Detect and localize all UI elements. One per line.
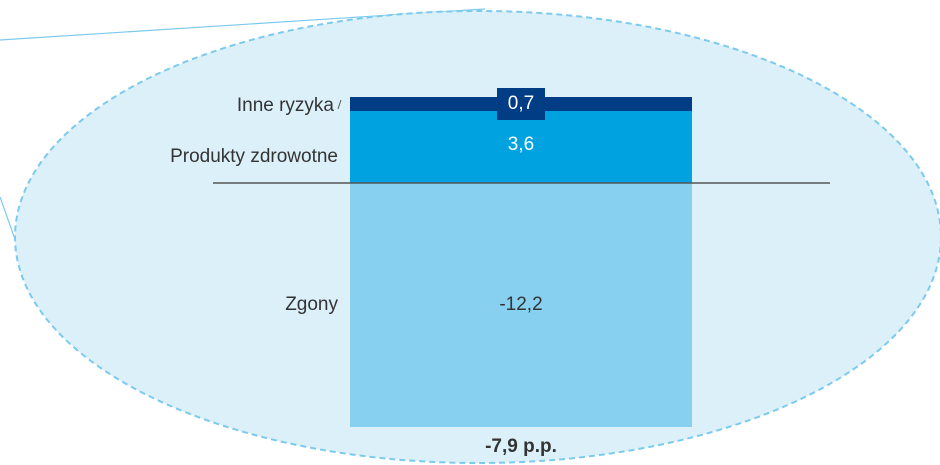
series-label: Zgony <box>285 294 338 315</box>
bar-segment <box>350 111 692 183</box>
value-label: -12,2 <box>499 294 542 315</box>
value-label: 3,6 <box>508 134 534 155</box>
value-label-box <box>497 88 545 120</box>
total-label: -7,9 p.p. <box>485 436 557 457</box>
series-label: Inne ryzyka <box>237 95 335 116</box>
callout-line <box>0 196 17 243</box>
value-label: 0,7 <box>508 93 534 114</box>
series-label: Produkty zdrowotne <box>170 146 338 167</box>
bar-segment <box>350 183 692 427</box>
label-leader <box>337 99 342 110</box>
marks: -12,2 Zgony 3,6 Produkty zdrowotne 0,7 Inne r… <box>170 88 692 427</box>
